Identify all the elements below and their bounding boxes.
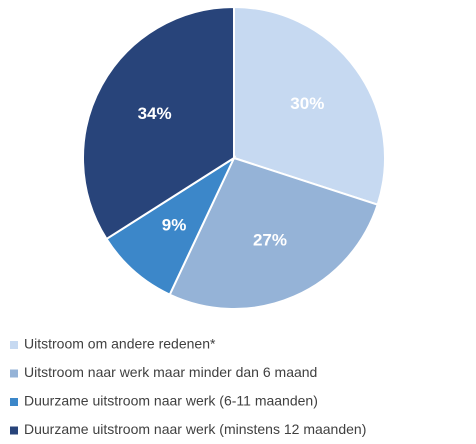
legend-text: Uitstroom om andere redenen* [24,336,216,352]
pie-slice [82,5,235,241]
legend-text: Uitstroom naar werk maar minder dan 6 ma… [24,364,317,380]
slice-label: 34% [138,104,172,123]
legend-text: Duurzame uitstroom naar werk (6-11 maand… [24,393,318,409]
legend-swatch [10,426,18,435]
legend-swatch [10,341,18,349]
slice-label: 9% [162,215,187,234]
pie-slice [105,155,237,296]
pie-slice [233,5,386,206]
legend-swatch [10,369,18,378]
slice-label: 27% [253,231,287,250]
pie-slice [168,156,379,310]
legend-text: Duurzame uitstroom naar werk (minstens 1… [24,421,366,437]
slice-label: 30% [290,94,324,113]
legend-swatch [10,398,18,406]
